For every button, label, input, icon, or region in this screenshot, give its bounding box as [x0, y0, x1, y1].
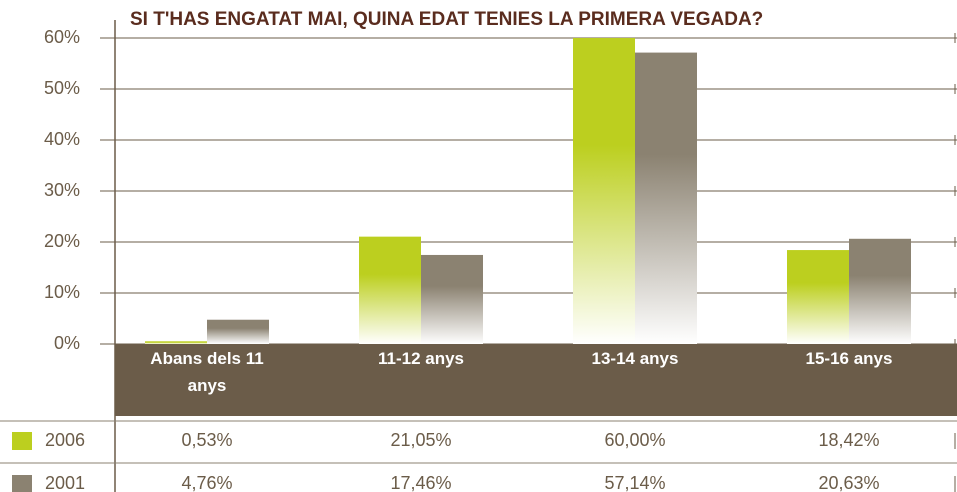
chart-title: SI T'HAS ENGATAT MAI, QUINA EDAT TENIES …	[130, 9, 763, 30]
bar	[635, 52, 697, 344]
x-tick-label: 11-12 anys	[377, 349, 464, 368]
legend-label: 2006	[45, 430, 85, 450]
legend-swatch	[12, 475, 32, 492]
y-tick-label: 60%	[44, 27, 80, 47]
legend-label: 2001	[45, 473, 85, 492]
y-tick-label: 0%	[54, 333, 80, 353]
y-tick-label: 20%	[44, 231, 80, 251]
value-label: 0,53%	[181, 430, 232, 450]
bar	[145, 341, 207, 344]
value-label: 17,46%	[390, 473, 451, 492]
legend-swatch	[12, 432, 32, 450]
bar	[359, 236, 421, 344]
value-label: 18,42%	[818, 430, 879, 450]
x-tick-label: Abans dels 11 anys	[150, 349, 264, 395]
y-tick-label: 30%	[44, 180, 80, 200]
x-tick-label: 15-16 anys	[805, 349, 893, 368]
value-label: 4,76%	[181, 473, 232, 492]
category-band	[115, 344, 957, 416]
bar	[849, 238, 911, 344]
value-label: 60,00%	[604, 430, 665, 450]
value-label: 21,05%	[390, 430, 451, 450]
value-label: 20,63%	[818, 473, 879, 492]
bar	[573, 38, 635, 344]
y-tick-label: 50%	[44, 78, 80, 98]
bar	[207, 319, 269, 344]
y-tick-label: 40%	[44, 129, 80, 149]
x-tick-label: 13-14 anys	[591, 349, 679, 368]
bar	[787, 250, 849, 344]
bar	[421, 254, 483, 344]
value-label: 57,14%	[604, 473, 665, 492]
y-tick-label: 10%	[44, 282, 80, 302]
